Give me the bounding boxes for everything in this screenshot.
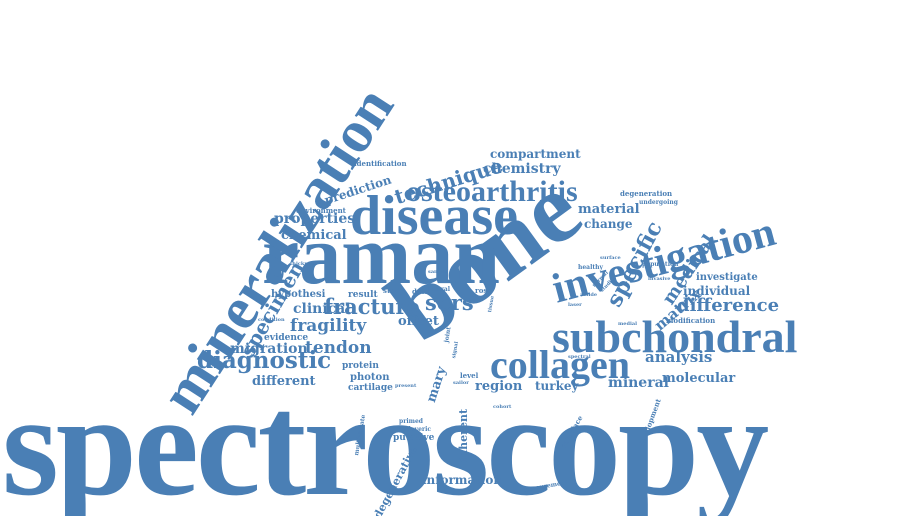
word-study: study xyxy=(383,286,405,295)
word-degeneration: degeneration xyxy=(620,189,673,198)
word-tendon: tendon xyxy=(305,338,372,358)
word-disease: disease xyxy=(350,185,518,247)
word-amide: amide xyxy=(580,292,598,298)
word-inherent: inherent xyxy=(457,408,470,462)
word-invasive: invasive xyxy=(648,276,671,282)
word-fragility: fragility xyxy=(290,316,367,336)
word-healthy: healthy xyxy=(578,264,603,271)
word-cohort: cohort xyxy=(493,404,512,410)
word-sors: sors xyxy=(425,290,474,315)
word-migration: migration xyxy=(230,341,308,357)
word-difference: difference xyxy=(677,295,780,316)
word-level: level xyxy=(460,371,479,380)
word-diagnostic: diagnostic xyxy=(197,347,332,374)
word-hypothesi: hypothesi xyxy=(271,289,326,300)
word-investigate: investigate xyxy=(696,272,758,283)
word-signal: signal xyxy=(451,341,460,359)
word-putative: putative xyxy=(393,433,435,443)
word-fracture: fracture xyxy=(324,294,420,319)
word-turkey: turkey xyxy=(535,379,579,393)
word-undergoing: undergoing xyxy=(639,199,678,206)
word-information: information xyxy=(422,473,503,487)
word-data: data xyxy=(412,287,430,296)
word-chemistry: chemistry xyxy=(483,161,561,177)
word-material: material xyxy=(578,202,640,217)
word-protein: protein xyxy=(342,361,379,371)
word-subchondral: subchondral xyxy=(552,311,798,362)
word-region: region xyxy=(475,379,523,394)
word-spectroscopy: spectroscopy xyxy=(2,364,769,516)
word-laser: laser xyxy=(568,302,582,308)
word-mineral: mineral xyxy=(608,375,669,391)
word-individual: individual xyxy=(683,284,751,298)
word-offset: offset xyxy=(398,314,439,329)
word-population: population xyxy=(642,261,679,268)
word-cartilage: cartilage xyxy=(348,383,393,393)
word-photon: photon xyxy=(350,372,390,383)
word-change: change xyxy=(584,217,633,231)
word-rose: rose xyxy=(475,286,492,295)
word-environment: environment xyxy=(296,206,346,215)
word-properties: properties xyxy=(274,211,356,227)
word-chemical: chemical xyxy=(281,228,347,243)
word-evidence: evidence xyxy=(264,333,309,343)
word-cadaveric: cadaveric xyxy=(399,426,432,433)
word-osteoarthritis: osteoarthritis xyxy=(406,175,578,208)
word-lateral: lateral xyxy=(428,286,451,293)
word-surface: surface xyxy=(600,255,621,261)
word-collagen: collagen xyxy=(490,342,630,387)
word-sample: sample xyxy=(428,269,448,275)
word-modification: modification xyxy=(666,316,716,325)
word-identification: identification xyxy=(354,159,407,168)
word-different: different xyxy=(252,374,316,389)
word-molecular: molecular xyxy=(662,371,736,386)
word-result: result xyxy=(348,290,378,300)
word-raman: raman xyxy=(262,209,500,302)
word-condition: condition xyxy=(258,317,285,323)
word-spectral: spectral xyxy=(568,354,591,360)
word-present: present xyxy=(395,383,417,389)
word-compartment: compartment xyxy=(490,147,581,161)
word-thickness: thickness xyxy=(290,261,317,267)
word-analysis: analysis xyxy=(645,348,713,366)
word-sailor: sailor xyxy=(453,380,469,386)
word-medial: medial xyxy=(618,321,638,327)
word-primed: primed xyxy=(399,418,423,425)
word-clinical: clinical xyxy=(293,301,351,317)
